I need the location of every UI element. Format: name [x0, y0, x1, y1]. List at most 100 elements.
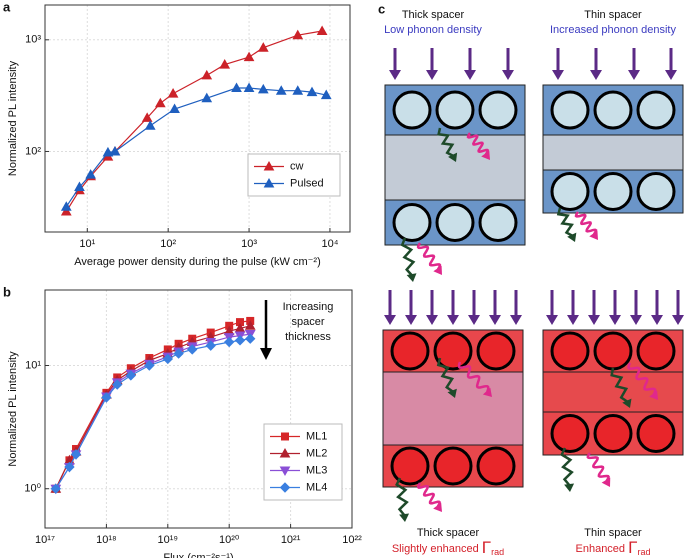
excitation-arrowhead [672, 315, 684, 325]
x-tick-label: 10²² [342, 534, 362, 546]
legend-marker [263, 160, 275, 171]
marker [74, 181, 85, 192]
photon-arrow-head [433, 502, 442, 512]
diagram-subtitle: Low phonon density [384, 24, 482, 36]
photon-arrow [416, 482, 441, 508]
excitation-arrowhead [447, 315, 459, 325]
quantum-dot [435, 203, 475, 242]
diagram-subtitle: Increased phonon density [550, 24, 676, 36]
marker [292, 29, 304, 40]
quantum-dot [550, 331, 590, 371]
excitation-arrowhead [651, 315, 663, 325]
photon-arrow-head [433, 265, 442, 275]
photon-arrow [586, 452, 610, 482]
quantum-dot [593, 414, 633, 453]
x-tick-label: 10² [160, 238, 176, 250]
marker [316, 25, 328, 35]
caption-text: Enhanced [576, 543, 626, 555]
annotation-arrowhead [260, 348, 272, 360]
quantum-dot [636, 172, 676, 211]
phonon-arrow [436, 357, 455, 393]
photon-arrow [466, 132, 490, 156]
marker [234, 335, 246, 346]
marker [167, 88, 179, 98]
quantum-dot [636, 331, 676, 371]
marker [320, 89, 332, 100]
x-tick-label: 10³ [241, 238, 257, 250]
marker [201, 92, 213, 103]
excitation-arrowhead [552, 70, 564, 80]
x-tick-label: 10¹⁸ [96, 534, 117, 546]
marker [173, 348, 184, 359]
marker [275, 85, 287, 95]
marker [162, 353, 174, 365]
marker [60, 205, 72, 216]
caption-text: Slightly enhanced [392, 543, 479, 555]
excitation-arrowhead [426, 70, 438, 80]
quantum-dot [550, 414, 590, 453]
diagram-caption: Slightly enhanced Γrad [392, 538, 504, 557]
photon-arrow [574, 211, 598, 236]
quantum-dot [435, 90, 475, 130]
excitation-arrowhead [426, 315, 438, 325]
x-tick-label: 10¹ [79, 238, 95, 250]
marker [223, 336, 235, 348]
gamma-subscript: rad [491, 547, 504, 557]
panel-label: b [3, 284, 11, 299]
marker [201, 69, 213, 80]
x-tick-label: 10²¹ [281, 534, 301, 546]
spacer-layer [542, 371, 684, 413]
marker [292, 85, 304, 95]
x-tick-label: 10⁴ [321, 238, 338, 250]
photon-arrow [416, 242, 442, 270]
legend-marker [279, 466, 291, 477]
diagram-title: Thin spacer [584, 527, 642, 539]
excitation-arrowhead [588, 315, 600, 325]
marker [50, 483, 62, 494]
marker [141, 112, 153, 122]
phonon-arrow-head [406, 273, 417, 282]
marker [60, 201, 72, 211]
photon-arrow [627, 362, 657, 395]
panel-label: c [378, 1, 385, 16]
phonon-arrow-head [567, 232, 577, 242]
quantum-dot [478, 90, 518, 130]
legend-label: Pulsed [290, 177, 324, 189]
gamma-symbol: Γ [482, 538, 491, 557]
marker [64, 461, 75, 473]
photon-arrow-head [482, 387, 492, 397]
phonon-arrow [400, 237, 416, 276]
marker [85, 169, 96, 179]
legend-label: ML1 [306, 430, 327, 442]
spacer-layer [384, 134, 526, 201]
marker [243, 82, 255, 93]
quantum-dot [593, 172, 633, 211]
marker [245, 333, 256, 344]
legend-marker [281, 432, 289, 441]
photon-arrow-head [589, 230, 598, 240]
x-axis-label: Average power density during the pulse (… [74, 256, 321, 268]
diagram-caption: Enhanced Γrad [576, 538, 651, 557]
x-axis-label: Flux (cm⁻²s⁻¹) [163, 552, 233, 558]
legend-label: ML2 [306, 447, 327, 459]
phonon-arrow [610, 367, 629, 403]
series-line [55, 320, 251, 489]
quantum-dot [476, 331, 516, 371]
diagram-title: Thin spacer [584, 9, 642, 21]
y-tick-label: 10¹ [25, 359, 41, 371]
phonon-arrow-head [399, 513, 410, 522]
photon-arrow-head [601, 477, 611, 487]
diagram: c Thick spacer Low phonon density Thin s… [378, 1, 684, 557]
excitation-arrowhead [665, 70, 677, 80]
phonon-arrow-head [448, 152, 458, 162]
excitation-arrowhead [464, 70, 476, 80]
excitation-arrowhead [389, 70, 401, 80]
excitation-arrowhead [510, 315, 522, 325]
marker [187, 344, 198, 355]
quantum-dot [593, 90, 633, 130]
marker [231, 82, 242, 93]
quantum-dot [392, 90, 432, 130]
quantum-dot [636, 90, 676, 130]
legend-marker [279, 447, 291, 458]
